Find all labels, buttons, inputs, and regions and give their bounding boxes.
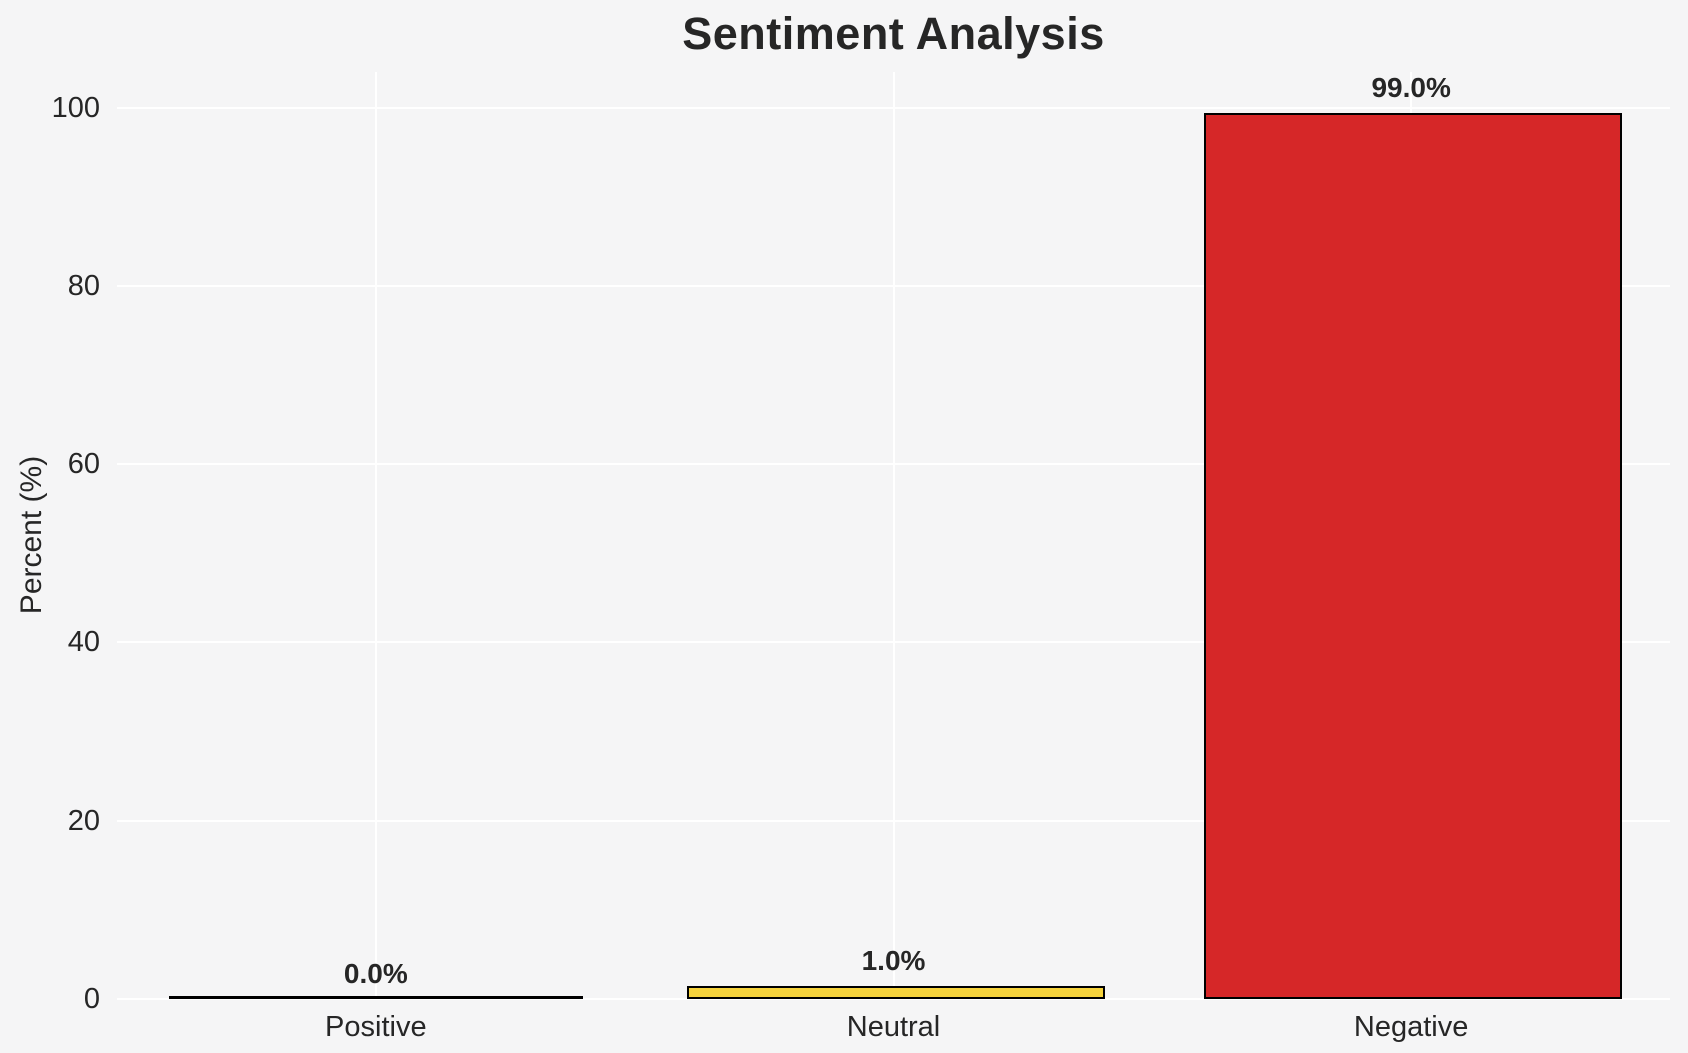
x-tick-label-neutral: Neutral xyxy=(846,1011,941,1043)
bar-neutral xyxy=(686,986,1105,999)
h-gridline xyxy=(117,998,1670,1000)
chart-title: Sentiment Analysis xyxy=(682,8,1105,59)
bar-positive xyxy=(168,996,583,999)
bar-negative xyxy=(1204,112,1623,999)
x-tick-label-positive: Positive xyxy=(325,1011,427,1043)
y-tick-label: 80 xyxy=(67,269,100,302)
y-tick-label: 20 xyxy=(67,804,100,837)
bar-value-label: 0.0% xyxy=(343,958,408,989)
y-tick-label: 100 xyxy=(51,91,100,124)
bar-value-label: 1.0% xyxy=(861,945,926,977)
y-tick-label: 40 xyxy=(67,626,100,659)
y-tick-label: 0 xyxy=(83,983,100,1015)
y-tick-label: 60 xyxy=(67,448,100,481)
x-tick-label-negative: Negative xyxy=(1353,1011,1469,1043)
v-gridline xyxy=(892,72,895,999)
bar-value-label: 99.0% xyxy=(1371,71,1451,103)
v-gridline xyxy=(374,72,377,999)
plot-area: 0.0% 1.0% 99.0% xyxy=(117,71,1670,1000)
